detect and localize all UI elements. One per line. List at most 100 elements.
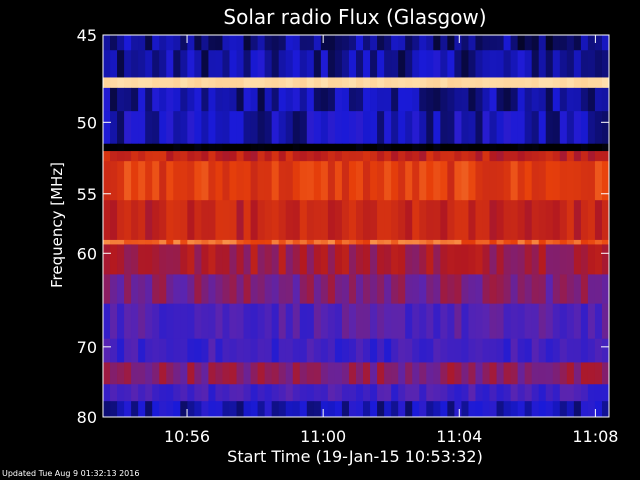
spectrogram-cell bbox=[559, 384, 568, 402]
spectrogram-cell bbox=[341, 244, 350, 275]
spectrogram-cell bbox=[447, 200, 455, 241]
spectrogram-cell bbox=[348, 143, 357, 152]
spectrogram-cell bbox=[348, 50, 357, 78]
spectrogram-cell bbox=[552, 87, 561, 112]
spectrogram-cell bbox=[405, 338, 413, 363]
spectrogram-cell bbox=[454, 50, 462, 78]
spectrogram-cell bbox=[215, 161, 223, 201]
spectrogram-cell bbox=[426, 239, 434, 245]
spectrogram-cell bbox=[601, 87, 610, 112]
spectrogram-cell bbox=[566, 151, 575, 162]
spectrogram-cell bbox=[524, 303, 533, 340]
spectrogram-cell bbox=[391, 77, 399, 89]
spectrogram-cell bbox=[489, 200, 497, 241]
spectrogram-cell bbox=[215, 362, 223, 385]
spectrogram-cell bbox=[229, 200, 237, 241]
spectrogram-cell bbox=[433, 274, 441, 305]
spectrogram-cell bbox=[187, 274, 195, 305]
spectrogram-cell bbox=[166, 50, 174, 78]
spectrogram-cell bbox=[215, 77, 223, 89]
spectrogram-cell bbox=[594, 401, 603, 418]
spectrogram-cell bbox=[531, 200, 540, 241]
spectrogram-cell bbox=[384, 239, 392, 245]
spectrogram-cell bbox=[138, 303, 146, 340]
spectrogram-cell bbox=[285, 384, 294, 402]
spectrogram-cell bbox=[510, 35, 519, 51]
spectrogram-cell bbox=[475, 239, 483, 245]
frequency-band bbox=[103, 200, 610, 241]
spectrogram-cell bbox=[587, 50, 596, 78]
spectrogram-cell bbox=[510, 401, 519, 418]
spectrogram-cell bbox=[229, 401, 237, 418]
spectrogram-cell bbox=[264, 401, 273, 418]
spectrogram-cell bbox=[327, 77, 336, 89]
spectrogram-cell bbox=[496, 50, 504, 78]
spectrogram-cell bbox=[587, 143, 596, 152]
spectrogram-cell bbox=[566, 35, 575, 51]
spectrogram-cell bbox=[398, 111, 406, 145]
spectrogram-cell bbox=[517, 87, 526, 112]
spectrogram-cell bbox=[124, 151, 132, 162]
spectrogram-cell bbox=[461, 35, 469, 51]
spectrogram-cell bbox=[503, 303, 512, 340]
spectrogram-cell bbox=[412, 244, 420, 275]
spectrogram-cell bbox=[510, 151, 519, 162]
spectrogram-cell bbox=[299, 87, 308, 112]
spectrogram-cell bbox=[566, 274, 575, 305]
spectrogram-cell bbox=[327, 401, 336, 418]
spectrogram-cell bbox=[103, 384, 111, 402]
spectrogram-cell bbox=[601, 143, 610, 152]
spectrogram-cell bbox=[545, 362, 554, 385]
spectrogram-cell bbox=[419, 87, 427, 112]
spectrogram-cell bbox=[313, 50, 322, 78]
spectrogram-cell bbox=[461, 244, 469, 275]
spectrogram-cell bbox=[566, 384, 575, 402]
spectrogram-cell bbox=[447, 274, 455, 305]
spectrogram-cell bbox=[419, 200, 427, 241]
spectrogram-cell bbox=[461, 362, 469, 385]
spectrogram-cell bbox=[363, 143, 371, 152]
spectrogram-cell bbox=[110, 35, 118, 51]
spectrogram-cell bbox=[299, 274, 308, 305]
spectrogram-cell bbox=[601, 338, 610, 363]
spectrogram-cell bbox=[370, 239, 378, 245]
spectrogram-cell bbox=[356, 35, 364, 51]
spectrogram-cell bbox=[243, 87, 251, 112]
spectrogram-cell bbox=[482, 362, 490, 385]
spectrogram-cell bbox=[341, 151, 350, 162]
spectrogram-cell bbox=[334, 362, 343, 385]
spectrogram-cell bbox=[454, 239, 462, 245]
spectrogram-cell bbox=[208, 384, 216, 402]
spectrogram-cell bbox=[159, 384, 167, 402]
spectrogram-cell bbox=[426, 401, 434, 418]
spectrogram-cell bbox=[496, 303, 504, 340]
spectrogram-cell bbox=[475, 401, 483, 418]
spectrogram-cell bbox=[412, 401, 420, 418]
spectrogram-cell bbox=[166, 401, 174, 418]
spectrogram-cell bbox=[538, 35, 547, 51]
spectrogram-cell bbox=[412, 239, 420, 245]
spectrogram-cell bbox=[110, 50, 118, 78]
spectrogram-cell bbox=[531, 111, 540, 145]
spectrogram-cell bbox=[334, 200, 343, 241]
spectrogram-cell bbox=[341, 50, 350, 78]
spectrogram-cell bbox=[391, 200, 399, 241]
spectrogram-cell bbox=[391, 239, 399, 245]
spectrogram-cell bbox=[503, 239, 512, 245]
spectrogram-cell bbox=[580, 244, 589, 275]
spectrogram-cell bbox=[475, 77, 483, 89]
spectrogram-cell bbox=[173, 239, 181, 245]
spectrogram-cell bbox=[173, 303, 181, 340]
spectrogram-cell bbox=[215, 384, 223, 402]
spectrogram-cell bbox=[138, 338, 146, 363]
spectrogram-cell bbox=[194, 143, 202, 152]
spectrogram-cell bbox=[503, 151, 512, 162]
spectrogram-cell bbox=[447, 143, 455, 152]
spectrogram-cell bbox=[391, 303, 399, 340]
spectrogram-cell bbox=[173, 384, 181, 402]
spectrogram-cell bbox=[398, 239, 406, 245]
spectrogram-cell bbox=[306, 239, 315, 245]
spectrogram-cell bbox=[573, 87, 582, 112]
spectrogram-cell bbox=[117, 151, 125, 162]
spectrogram-cell bbox=[426, 35, 434, 51]
